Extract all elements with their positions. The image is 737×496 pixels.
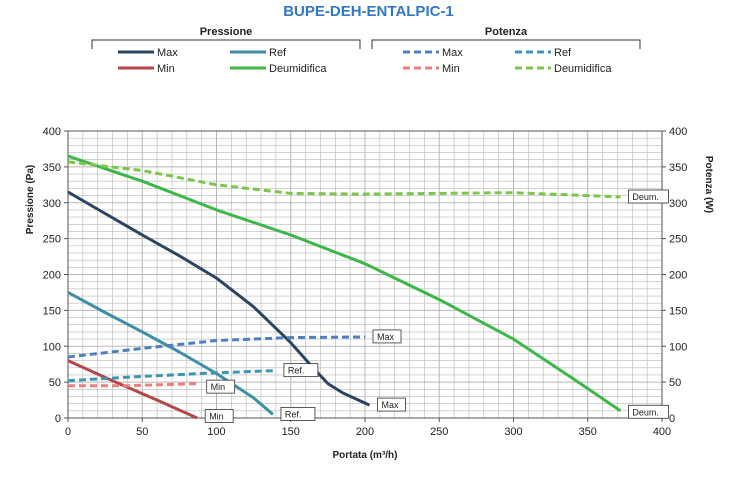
- y2-tick-label: 350: [669, 162, 687, 174]
- y2-tick-label: 300: [669, 198, 687, 210]
- legend-entry: Max: [442, 47, 463, 59]
- series-line-ref-potenza: [67, 369, 276, 383]
- annotation-label: Max: [377, 332, 395, 342]
- series-line-min-potenza: [68, 382, 199, 388]
- annotation-label: Ref.: [285, 409, 302, 419]
- legend-bracket: [371, 39, 641, 49]
- series-line-deumidifica-potenza: [67, 160, 621, 199]
- y-tick-label: 350: [43, 162, 61, 174]
- y-tick-label: 300: [43, 198, 61, 210]
- legend-group-title: Pressione: [200, 26, 253, 38]
- x-tick-label: 200: [356, 426, 374, 438]
- chart-title: BUPE-DEH-ENTALPIC-1: [283, 3, 454, 20]
- legend-entry: Min: [442, 63, 460, 75]
- annotation-label: Deum.: [632, 192, 659, 202]
- y-axis-label: Pressione (Pa): [25, 165, 36, 234]
- annotation-label: Deum.: [632, 407, 659, 417]
- y-tick-label: 100: [43, 341, 61, 353]
- y2-tick-label: 100: [669, 341, 687, 353]
- annotation-box: [377, 397, 406, 412]
- legend-entry: Deumidifica: [554, 63, 612, 75]
- y-tick-label: 400: [43, 126, 61, 138]
- annotation-box: [206, 379, 236, 394]
- annotation-box: [283, 363, 319, 378]
- x-tick-label: 0: [65, 426, 71, 438]
- y-tick-label: 50: [49, 377, 61, 389]
- annotation-box: [280, 407, 316, 421]
- legend-entry: Deumidifica: [269, 63, 327, 75]
- annotation-label: Min: [211, 382, 226, 392]
- legend-group-title: Potenza: [485, 26, 528, 38]
- x-tick-label: 100: [207, 426, 225, 438]
- x-tick-label: 300: [504, 426, 522, 438]
- series-line-deumidifica-pressione: [67, 154, 622, 413]
- annotation-label: Min: [209, 412, 224, 422]
- legend-entry: Ref: [554, 47, 572, 59]
- x-tick-label: 150: [282, 426, 300, 438]
- y2-tick-label: 400: [669, 126, 687, 138]
- x-axis-label: Portata (m³/h): [333, 450, 398, 461]
- series-line-ref-pressione: [67, 291, 274, 416]
- y2-tick-label: 150: [669, 305, 687, 317]
- legend-entry: Max: [157, 47, 178, 59]
- annotation-box: [372, 329, 402, 344]
- series-line-max-potenza: [67, 335, 366, 359]
- annotation-box: [628, 189, 669, 204]
- annotation-label: Max: [381, 400, 399, 410]
- legend-bracket: [91, 39, 361, 49]
- x-tick-label: 250: [430, 426, 448, 438]
- annotation-box: [204, 409, 234, 423]
- y2-axis-label: Potenza (W): [703, 156, 714, 213]
- legend-entry: Ref: [269, 47, 287, 59]
- y2-tick-label: 50: [669, 377, 681, 389]
- x-tick-label: 350: [579, 426, 597, 438]
- annotation-box: [628, 404, 669, 419]
- y-tick-label: 250: [43, 234, 61, 246]
- y-tick-label: 0: [55, 413, 61, 425]
- x-tick-label: 400: [653, 426, 671, 438]
- y-tick-label: 150: [43, 305, 61, 317]
- series-line-max-pressione: [67, 190, 371, 407]
- series-line-min-pressione: [67, 359, 198, 420]
- annotation-label: Ref.: [288, 366, 305, 376]
- y2-tick-label: 200: [669, 270, 687, 282]
- y-tick-label: 200: [43, 270, 61, 282]
- y2-tick-label: 0: [669, 413, 675, 425]
- y2-tick-label: 250: [669, 234, 687, 246]
- legend-entry: Min: [157, 63, 175, 75]
- x-tick-label: 50: [136, 426, 148, 438]
